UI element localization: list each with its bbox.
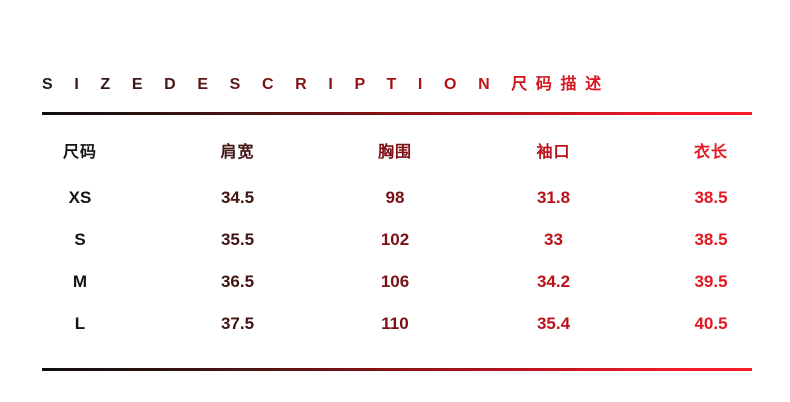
cell-shoulder: 34.5 [220, 187, 255, 207]
cell-length: 38.5 [694, 187, 728, 207]
cell-bust: 106 [380, 271, 410, 291]
cell-size: XS [68, 187, 92, 207]
size-table: 尺码 肩宽 胸围 袖口 衣长 XS 34.5 98 31.8 38.5 S 35… [0, 130, 790, 344]
column-header-cuff: 袖口 [536, 144, 571, 161]
cell-cuff: 34.2 [536, 271, 571, 291]
cell-bust: 110 [381, 313, 409, 333]
cell-length: 38.5 [694, 229, 728, 249]
cell-length: 39.5 [694, 271, 728, 291]
top-divider [42, 112, 752, 115]
cell-cuff: 33 [544, 229, 563, 249]
table-header-row: 尺码 肩宽 胸围 袖口 衣长 [0, 130, 790, 176]
column-header-length: 衣长 [693, 144, 728, 161]
cell-cuff: 35.4 [536, 313, 571, 333]
page-title: S I Z E D E S C R I P T I O N 尺码描述 [42, 70, 752, 100]
column-header-shoulder: 肩宽 [220, 144, 255, 161]
cell-length: 40.5 [694, 313, 728, 333]
cell-size: S [74, 229, 86, 249]
table-row: L 37.5 110 35.4 40.5 [0, 302, 790, 344]
table-row: XS 34.5 98 31.8 38.5 [0, 176, 790, 218]
cell-shoulder: 35.5 [220, 229, 255, 249]
cell-cuff: 31.8 [536, 187, 571, 207]
cell-shoulder: 36.5 [220, 271, 255, 291]
cell-size: L [74, 313, 86, 333]
cell-bust: 98 [385, 187, 405, 207]
cell-size: M [72, 271, 88, 291]
column-header-bust: 胸围 [377, 144, 412, 161]
table-row: S 35.5 102 33 38.5 [0, 218, 790, 260]
cell-shoulder: 37.5 [220, 313, 255, 333]
cell-bust: 102 [380, 229, 410, 249]
column-header-size: 尺码 [62, 144, 97, 161]
table-row: M 36.5 106 34.2 39.5 [0, 260, 790, 302]
page-title-text: S I Z E D E S C R I P T I O N 尺码描述 [42, 70, 752, 100]
bottom-divider [42, 368, 752, 371]
